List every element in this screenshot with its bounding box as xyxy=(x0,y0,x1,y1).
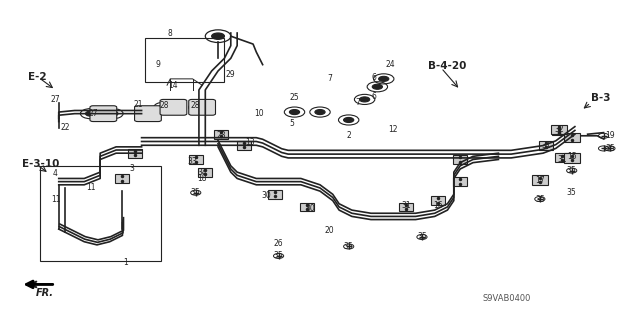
Text: 4: 4 xyxy=(53,169,58,178)
Circle shape xyxy=(379,76,389,81)
Text: 31: 31 xyxy=(401,201,411,210)
Text: 31: 31 xyxy=(541,141,551,150)
Text: 22: 22 xyxy=(60,123,70,132)
Text: 16: 16 xyxy=(433,201,443,210)
Text: FR.: FR. xyxy=(36,287,54,298)
Text: 27: 27 xyxy=(89,109,99,118)
Text: S9VAB0400: S9VAB0400 xyxy=(483,294,531,303)
Bar xyxy=(552,127,566,136)
Bar xyxy=(453,155,467,164)
Text: 35: 35 xyxy=(191,188,200,197)
Text: 28: 28 xyxy=(159,101,168,110)
Text: 9: 9 xyxy=(155,60,160,69)
Text: 28: 28 xyxy=(191,101,200,110)
Bar xyxy=(564,133,580,142)
Text: 30: 30 xyxy=(305,204,316,213)
Circle shape xyxy=(86,111,96,116)
Text: 35: 35 xyxy=(274,251,284,260)
Text: 31: 31 xyxy=(557,155,567,164)
Circle shape xyxy=(315,109,325,115)
Text: 32: 32 xyxy=(554,125,564,134)
Text: 33: 33 xyxy=(188,157,197,166)
Bar xyxy=(540,141,553,150)
Bar xyxy=(115,174,129,183)
Bar xyxy=(198,168,212,177)
Bar xyxy=(564,153,580,163)
Bar xyxy=(300,203,314,211)
Bar xyxy=(551,125,567,134)
Text: B-3: B-3 xyxy=(591,93,611,103)
Text: B-4-20: B-4-20 xyxy=(428,61,467,71)
Text: 27: 27 xyxy=(51,95,60,104)
Text: 35: 35 xyxy=(417,233,427,241)
Text: 19: 19 xyxy=(605,131,615,140)
Text: 12: 12 xyxy=(388,125,398,134)
Text: 35: 35 xyxy=(567,188,577,197)
Text: 6: 6 xyxy=(372,73,376,82)
Text: 35: 35 xyxy=(567,166,577,175)
Text: 15: 15 xyxy=(567,152,577,161)
Circle shape xyxy=(194,105,204,110)
Text: 8: 8 xyxy=(168,28,173,38)
Text: 7: 7 xyxy=(327,74,332,83)
Text: 11: 11 xyxy=(51,195,60,204)
Text: 6: 6 xyxy=(372,92,376,101)
Text: 18: 18 xyxy=(197,174,207,183)
Text: 21: 21 xyxy=(134,100,143,109)
Bar xyxy=(399,203,413,211)
Text: 24: 24 xyxy=(385,60,395,69)
Text: 29: 29 xyxy=(226,70,236,78)
Text: 23: 23 xyxy=(216,131,226,140)
Circle shape xyxy=(159,105,169,110)
Bar xyxy=(40,166,161,261)
Circle shape xyxy=(108,111,118,116)
Text: 3: 3 xyxy=(129,165,134,174)
Text: 35: 35 xyxy=(535,195,545,204)
Text: 17: 17 xyxy=(535,175,545,185)
FancyBboxPatch shape xyxy=(90,106,116,122)
Text: 25: 25 xyxy=(290,93,300,102)
FancyBboxPatch shape xyxy=(160,100,187,115)
Text: 34: 34 xyxy=(197,168,207,177)
Circle shape xyxy=(360,97,370,102)
FancyBboxPatch shape xyxy=(134,106,161,122)
Text: 20: 20 xyxy=(324,226,334,235)
Bar xyxy=(555,153,569,162)
Text: 35: 35 xyxy=(344,242,353,251)
Text: 14: 14 xyxy=(168,81,179,90)
Bar xyxy=(453,177,467,186)
Circle shape xyxy=(212,33,225,39)
Text: 10: 10 xyxy=(255,109,264,118)
Text: 2: 2 xyxy=(346,131,351,140)
Bar xyxy=(431,196,445,205)
Text: 1: 1 xyxy=(124,258,128,267)
Text: 26: 26 xyxy=(274,239,284,248)
Text: E-3-10: E-3-10 xyxy=(22,159,59,169)
Bar xyxy=(237,141,250,150)
Bar xyxy=(145,38,225,82)
Bar xyxy=(189,155,203,164)
Text: 7: 7 xyxy=(356,98,361,107)
Text: 13: 13 xyxy=(245,137,255,147)
Bar xyxy=(268,190,282,199)
Text: 35: 35 xyxy=(605,144,615,153)
Circle shape xyxy=(289,109,300,115)
FancyBboxPatch shape xyxy=(189,100,216,115)
Circle shape xyxy=(372,84,383,89)
Text: 5: 5 xyxy=(289,119,294,128)
Text: 11: 11 xyxy=(86,183,95,192)
Bar xyxy=(532,175,548,185)
Bar xyxy=(128,149,142,158)
Bar xyxy=(214,130,228,139)
Text: E-2: E-2 xyxy=(28,72,47,82)
Circle shape xyxy=(344,117,354,122)
Text: 30: 30 xyxy=(261,191,271,200)
